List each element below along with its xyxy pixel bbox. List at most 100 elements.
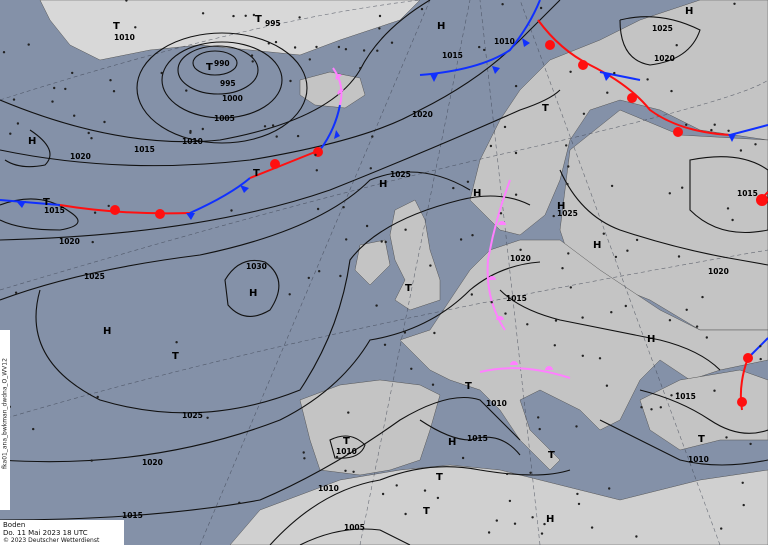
low-center: T	[465, 381, 472, 392]
product-id-strip	[0, 330, 10, 510]
station-marker	[675, 44, 678, 47]
station-plots	[1, 0, 762, 538]
station-marker	[275, 135, 278, 138]
high-center: H	[557, 201, 565, 212]
station-marker	[238, 501, 241, 504]
isobar-label: 1010	[494, 37, 515, 46]
station-marker	[590, 526, 594, 529]
isobar-label: 1030	[246, 262, 267, 271]
station-marker	[567, 165, 570, 168]
station-marker	[352, 470, 355, 473]
station-marker	[96, 395, 99, 399]
station-marker	[403, 331, 407, 334]
station-marker	[501, 2, 504, 6]
station-marker	[576, 492, 579, 496]
greenland	[39, 0, 421, 61]
station-marker	[189, 131, 192, 134]
station-marker	[705, 336, 708, 339]
station-marker	[109, 79, 112, 82]
station-marker	[344, 469, 347, 472]
cold-front-atlantic-west	[0, 199, 61, 206]
station-marker	[308, 58, 311, 61]
low-center: T	[698, 434, 705, 445]
isobar-label: 1005	[344, 523, 365, 532]
station-marker	[483, 48, 486, 52]
station-marker	[605, 384, 609, 387]
isobar-label: 1020	[708, 267, 729, 276]
station-marker	[429, 264, 432, 267]
isobar-label: 1010	[336, 447, 357, 456]
station-marker	[53, 86, 56, 90]
station-marker	[298, 16, 301, 19]
station-marker	[613, 71, 616, 75]
station-marker	[16, 122, 20, 125]
station-marker	[635, 535, 638, 538]
station-marker	[250, 54, 254, 57]
station-marker	[404, 228, 407, 231]
station-marker	[175, 341, 178, 344]
cold-front-baltic	[599, 71, 641, 81]
station-marker	[64, 87, 67, 91]
station-marker	[602, 232, 605, 235]
station-marker	[201, 12, 205, 15]
station-marker	[505, 472, 509, 476]
isobar-label: 990	[214, 59, 230, 68]
isobar-label: 1015	[442, 51, 463, 60]
station-marker	[335, 455, 339, 459]
station-marker	[307, 276, 310, 280]
warm-front-atlantic	[59, 204, 191, 215]
low-center: T	[113, 21, 120, 32]
station-marker	[614, 255, 618, 259]
isobar-label: 995	[265, 19, 281, 28]
station-marker	[318, 270, 321, 273]
station-marker	[650, 408, 653, 411]
station-marker	[381, 492, 385, 496]
isobar-label: 1015	[737, 189, 758, 198]
high-center: H	[448, 437, 456, 448]
station-marker	[93, 211, 97, 214]
map-level: Boden	[3, 521, 26, 529]
high-center: H	[437, 21, 445, 32]
station-marker	[561, 267, 564, 270]
low-center: T	[206, 62, 213, 73]
valid-time: Do. 11 Mai 2023 18 UTC	[3, 529, 88, 537]
station-marker	[206, 416, 209, 419]
station-marker	[503, 125, 507, 129]
low-center: T	[172, 351, 179, 362]
station-marker	[754, 143, 757, 146]
station-marker	[659, 406, 662, 409]
north-africa	[229, 464, 768, 545]
station-marker	[759, 345, 762, 348]
station-marker	[12, 98, 16, 101]
station-marker	[302, 451, 305, 454]
isobar-label: 1015	[134, 145, 155, 154]
isobar-label: 1025	[84, 272, 105, 281]
station-marker	[540, 532, 544, 535]
station-marker	[9, 132, 12, 135]
station-marker	[513, 522, 517, 525]
station-marker	[685, 123, 688, 127]
station-marker	[371, 135, 374, 138]
station-marker	[499, 212, 503, 215]
station-marker	[420, 7, 424, 11]
station-marker	[378, 14, 382, 18]
station-marker	[461, 456, 465, 460]
station-marker	[263, 125, 267, 128]
warm-front-scandinavia	[537, 19, 731, 136]
occlusion-iceland	[332, 67, 343, 106]
station-marker	[185, 89, 188, 92]
station-marker	[701, 295, 704, 299]
station-marker	[538, 427, 541, 431]
station-marker	[32, 427, 35, 431]
station-marker	[749, 442, 752, 446]
isobar-label: 1020	[59, 237, 80, 246]
low-center: T	[542, 103, 549, 114]
station-marker	[626, 249, 629, 252]
station-marker	[624, 304, 627, 308]
isobar-label: 1025	[390, 170, 411, 179]
station-marker	[726, 207, 730, 210]
station-marker	[160, 71, 163, 75]
high-center: H	[249, 288, 257, 299]
station-marker	[466, 180, 470, 183]
